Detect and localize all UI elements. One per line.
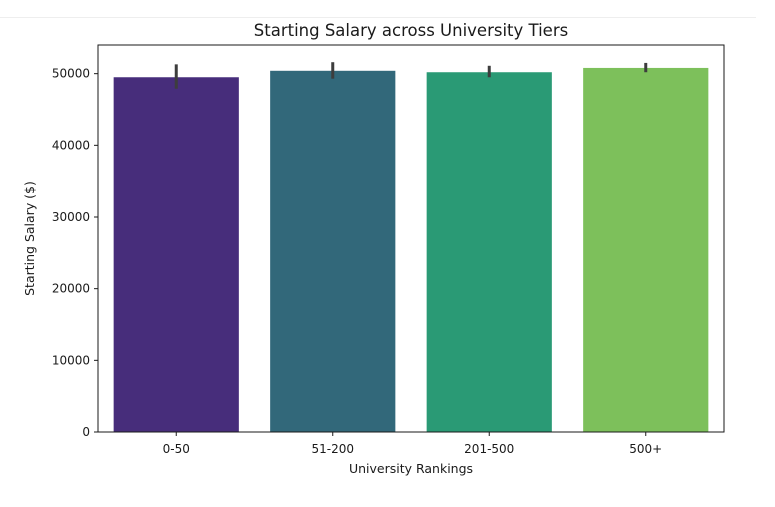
x-tick-label: 500+ — [629, 442, 662, 456]
bar-0-50 — [113, 77, 239, 432]
y-tick-label: 40000 — [52, 138, 90, 152]
bar-51-200 — [270, 70, 396, 433]
y-axis-label: Starting Salary ($) — [22, 181, 37, 296]
x-axis-ticks: 0-50 51-200 201-500 500+ — [163, 432, 662, 456]
bar-201-500 — [426, 72, 552, 432]
top-divider-line — [0, 17, 756, 18]
x-tick-label: 201-500 — [464, 442, 514, 456]
chart-title: Starting Salary across University Tiers — [254, 21, 568, 40]
x-tick-label: 51-200 — [311, 442, 354, 456]
y-tick-label: 50000 — [52, 67, 90, 81]
y-tick-label: 20000 — [52, 282, 90, 296]
y-tick-label: 0 — [82, 425, 90, 439]
bar-500+ — [583, 67, 709, 432]
y-axis-ticks: 0 10000 20000 30000 40000 50000 — [52, 67, 98, 439]
bars-group — [113, 67, 709, 433]
y-tick-label: 30000 — [52, 210, 90, 224]
plot-frame — [97, 44, 725, 433]
y-tick-label: 10000 — [52, 353, 90, 367]
x-tick-label: 0-50 — [163, 442, 190, 456]
error-bars-group — [174, 62, 648, 89]
x-axis-label: University Rankings — [349, 461, 473, 476]
